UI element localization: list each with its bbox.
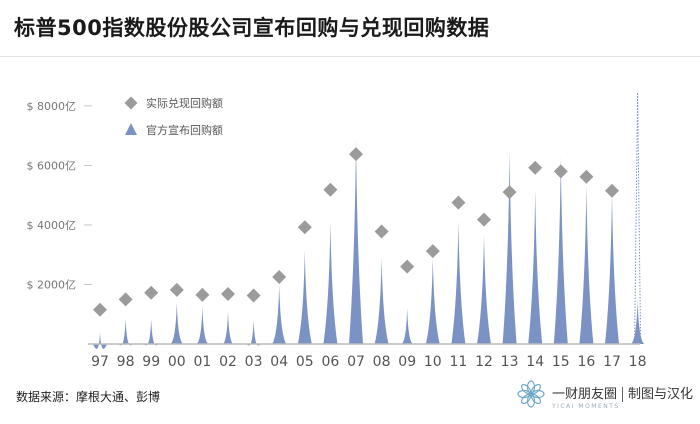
realized-series	[93, 147, 619, 317]
realized-diamond	[374, 224, 389, 239]
y-tick-label: $ 8000亿	[27, 100, 77, 113]
announced-spike	[323, 221, 338, 344]
announced-spike	[425, 257, 440, 344]
announced-spike	[272, 284, 287, 344]
announced-spike	[297, 250, 312, 344]
source-note: 数据来源：摩根大通、彭博	[16, 390, 161, 404]
legend: 实际兑现回购额 官方宣布回购额	[124, 96, 223, 137]
realized-diamond	[400, 259, 415, 274]
x-tick-label: 04	[270, 354, 288, 370]
y-tick-label: $ 2000亿	[27, 278, 77, 291]
announced-series	[93, 92, 645, 349]
announced-spike	[451, 220, 466, 344]
realized-diamond	[118, 292, 133, 307]
x-tick-label: 11	[449, 354, 467, 370]
x-tick-label: 01	[193, 354, 211, 370]
realized-diamond	[451, 195, 466, 210]
announced-spike	[195, 306, 210, 345]
legend-label-announced: 官方宣布回购额	[146, 123, 223, 137]
realized-diamond	[144, 285, 159, 300]
y-tick-marks: $ 2000亿 $ 4000亿 $ 6000亿 $ 8000亿	[27, 100, 92, 291]
announced-spike	[246, 320, 261, 346]
x-tick-label: 97	[91, 354, 109, 370]
x-tick-label: 08	[373, 354, 391, 370]
realized-diamond	[553, 164, 568, 179]
legend-label-realized: 实际兑现回购额	[146, 96, 223, 110]
x-tick-label: 02	[219, 354, 237, 370]
realized-diamond	[195, 287, 210, 302]
x-tick-label: 00	[168, 354, 186, 370]
chart-title: 标普500指数股份股公司宣布回购与兑现回购数据	[14, 16, 490, 40]
x-tick-label: 03	[245, 354, 263, 370]
announced-spike	[118, 318, 133, 346]
realized-diamond	[221, 286, 235, 301]
realized-diamond	[93, 302, 107, 317]
realized-diamond	[579, 169, 594, 184]
announced-spike	[553, 156, 568, 344]
x-axis: 97 98 99 00 01 02 03 04 05 06 07 08 09 10 11 12 13 14 15 16…	[88, 343, 647, 370]
announced-spike	[502, 150, 517, 344]
x-tick-label: 98	[117, 354, 135, 370]
x-tick-label: 06	[321, 354, 339, 370]
announced-spike	[630, 299, 645, 344]
x-tick-label: 05	[296, 354, 314, 370]
realized-diamond	[502, 185, 517, 200]
realized-diamond	[605, 183, 619, 198]
realized-diamond	[272, 270, 287, 285]
realized-diamond	[528, 160, 543, 175]
x-tick-label: 07	[347, 354, 365, 370]
legend-diamond-marker	[124, 96, 138, 110]
brand-subtitle: YICAI MOMENTS	[552, 403, 620, 410]
realized-diamond	[169, 282, 184, 297]
brand-separator	[622, 386, 624, 402]
announced-spike	[221, 311, 235, 345]
announced-spike	[93, 332, 107, 349]
x-tick-label: 99	[142, 354, 160, 370]
x-tick-label: 12	[475, 354, 493, 370]
x-tick-label: 17	[603, 354, 621, 370]
brand-note: 制图与汉化	[628, 386, 694, 402]
x-tick-label: 14	[526, 354, 544, 370]
realized-diamond	[323, 182, 338, 197]
announced-spike	[579, 184, 594, 344]
announced-spike	[169, 302, 184, 344]
brand-mark: 一财朋友圈 制图与汉化 YICAI MOMENTS	[516, 379, 694, 410]
y-tick-label: $ 4000亿	[27, 219, 77, 232]
x-tick-label: 18	[629, 354, 647, 370]
realized-diamond	[246, 288, 261, 303]
y-tick-label: $ 6000亿	[27, 159, 77, 172]
flower-logo-icon	[517, 380, 545, 408]
x-tick-label: 09	[398, 354, 416, 370]
legend-triangle-marker	[125, 123, 137, 135]
realized-diamond	[349, 147, 363, 162]
x-tick-label: 15	[552, 354, 570, 370]
x-tick-label: 16	[577, 354, 595, 370]
announced-spike	[528, 189, 543, 344]
realized-diamond	[297, 220, 312, 235]
announced-spike	[349, 138, 363, 344]
x-tick-label: 10	[424, 354, 442, 370]
title-divider	[0, 56, 700, 57]
brand-name: 一财朋友圈	[552, 386, 618, 402]
announced-spike	[374, 257, 389, 344]
x-tick-label: 13	[501, 354, 519, 370]
realized-diamond	[425, 244, 440, 259]
announced-spike	[477, 233, 491, 344]
realized-diamond	[477, 212, 491, 227]
announced-spike	[605, 192, 619, 344]
announced-spike	[400, 308, 415, 345]
announced-spike	[144, 318, 159, 346]
